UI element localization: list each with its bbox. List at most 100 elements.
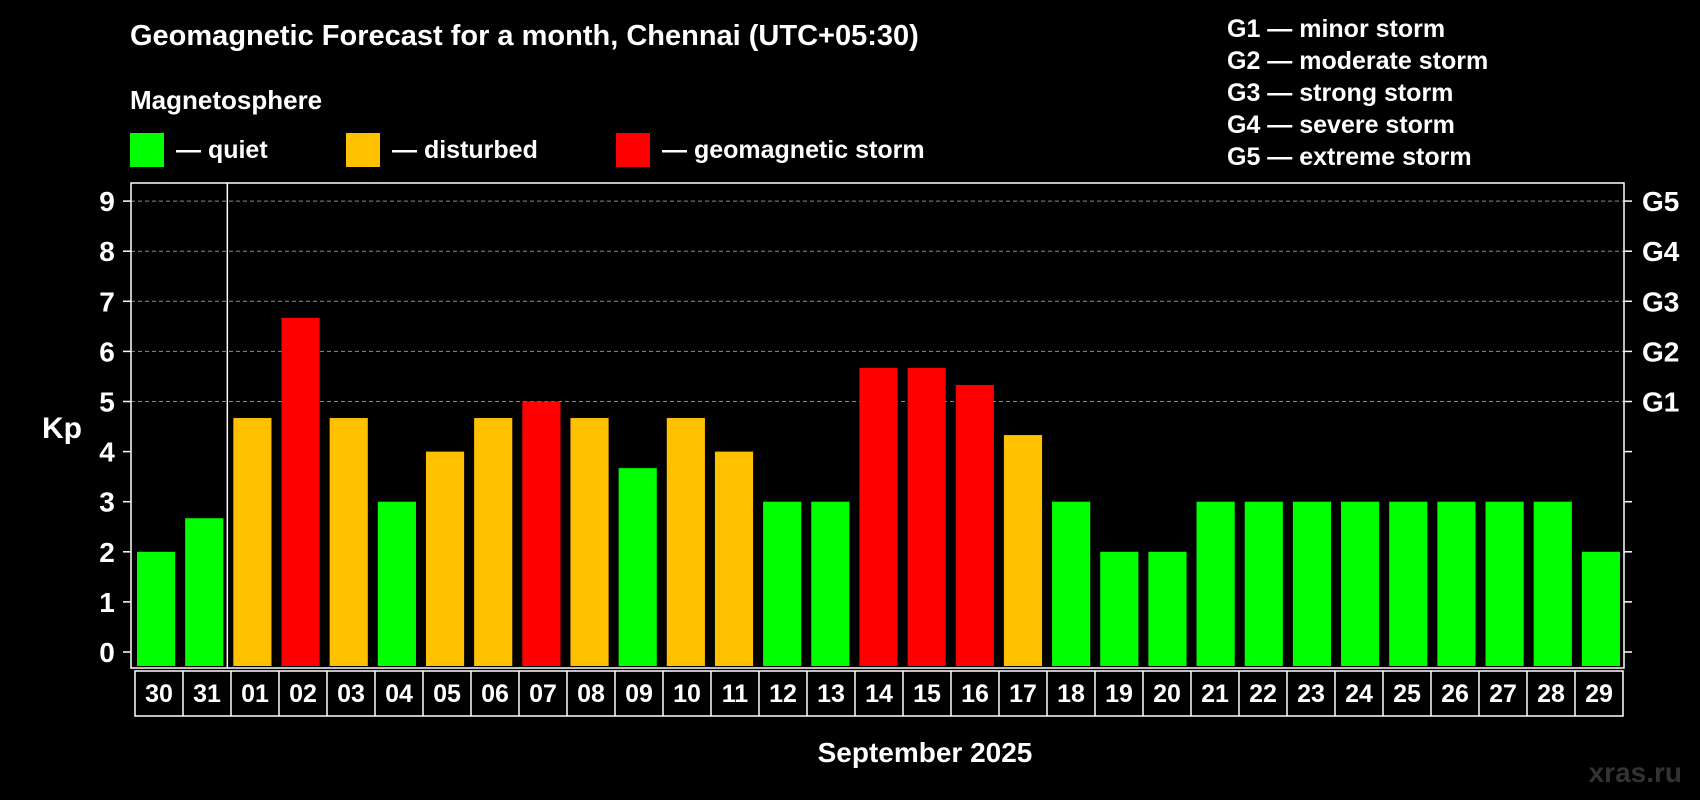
bar-23 [1292, 501, 1332, 666]
x-tick-label-03: 03 [337, 680, 365, 708]
x-tick-label-10: 10 [673, 680, 701, 708]
y-tick-label-7: 7 [99, 286, 115, 317]
x-tick-label-24: 24 [1345, 680, 1373, 708]
legend-swatch-storm [616, 133, 650, 167]
legend-swatch-quiet [130, 133, 164, 167]
legend-label-disturbed: — disturbed [392, 135, 538, 164]
storm-level-g3: G3 — strong storm [1227, 79, 1454, 107]
y-tick-label-5: 5 [99, 387, 115, 418]
y-tick-label-9: 9 [99, 186, 115, 217]
bar-19 [1100, 551, 1139, 666]
x-tick-label-08: 08 [577, 680, 605, 708]
y-tick-label-2: 2 [99, 537, 115, 568]
y-axis-label: Kp [42, 412, 82, 445]
bar-04 [377, 501, 416, 666]
bar-27 [1485, 501, 1524, 666]
x-tick-label-26: 26 [1441, 680, 1469, 708]
x-tick-label-30: 30 [145, 680, 173, 708]
bar-28 [1533, 501, 1572, 666]
bar-20 [1148, 551, 1187, 666]
y-tick-label-8: 8 [99, 236, 115, 267]
y-tick-label-0: 0 [99, 637, 115, 668]
bar-06 [474, 418, 513, 666]
x-tick-label-31: 31 [193, 680, 221, 708]
bar-03 [329, 418, 368, 666]
date-label-frame [134, 670, 1624, 717]
x-tick-label-04: 04 [385, 680, 413, 708]
legend-label-quiet: — quiet [176, 135, 268, 164]
bar-17 [1003, 435, 1043, 666]
x-tick-label-29: 29 [1585, 680, 1613, 708]
bar-07 [522, 401, 561, 666]
bar-26 [1437, 501, 1476, 666]
bar-12 [763, 501, 802, 666]
bar-29 [1581, 551, 1620, 666]
x-tick-label-22: 22 [1249, 680, 1277, 708]
x-tick-label-19: 19 [1105, 680, 1133, 708]
legend-label-storm: — geomagnetic storm [662, 135, 925, 164]
x-tick-label-02: 02 [289, 680, 317, 708]
bar-14 [859, 367, 898, 666]
bar-11 [714, 451, 754, 666]
x-tick-label-07: 07 [529, 680, 557, 708]
bar-10 [666, 418, 705, 666]
x-tick-label-12: 12 [769, 680, 797, 708]
x-tick-label-14: 14 [865, 680, 893, 708]
storm-level-legend: G1 — minor storm G2 — moderate storm G3 … [1227, 13, 1488, 173]
bar-08 [570, 418, 609, 666]
plot-frame [130, 182, 1625, 669]
x-tick-label-06: 06 [481, 680, 509, 708]
x-tick-label-27: 27 [1489, 680, 1517, 708]
right-axis-label-g5: G5 [1642, 186, 1679, 217]
bar-09 [618, 468, 657, 666]
x-tick-label-20: 20 [1153, 680, 1181, 708]
x-tick-label-01: 01 [241, 680, 269, 708]
storm-level-g2: G2 — moderate storm [1227, 47, 1489, 75]
x-tick-label-18: 18 [1057, 680, 1085, 708]
bar-21 [1196, 501, 1235, 666]
legend-swatch-disturbed [346, 133, 380, 167]
right-axis-label-g3: G3 [1642, 286, 1679, 317]
storm-level-g1: G1 — minor storm [1227, 15, 1446, 43]
y-tick-label-4: 4 [99, 437, 115, 468]
bar-25 [1389, 501, 1428, 666]
bar-30 [137, 551, 176, 666]
x-tick-label-13: 13 [817, 680, 845, 708]
bar-01 [233, 418, 272, 666]
magnetosphere-label: Magnetosphere [130, 85, 323, 115]
y-tick-label-1: 1 [99, 587, 115, 618]
bar-05 [425, 451, 465, 666]
chart-title: Geomagnetic Forecast for a month, Chenna… [130, 20, 919, 52]
bar-24 [1341, 501, 1380, 666]
x-tick-label-16: 16 [961, 680, 989, 708]
legend-item-storm: — geomagnetic storm [616, 133, 925, 167]
bar-15 [907, 367, 946, 666]
y-tick-label-6: 6 [99, 336, 115, 367]
x-tick-label-28: 28 [1537, 680, 1565, 708]
x-axis-label: September 2025 [817, 737, 1033, 768]
x-tick-label-23: 23 [1297, 680, 1325, 708]
bar-13 [811, 501, 850, 666]
x-tick-label-05: 05 [433, 680, 461, 708]
x-tick-label-15: 15 [913, 680, 941, 708]
x-tick-label-17: 17 [1009, 680, 1037, 708]
right-axis-label-g2: G2 [1642, 336, 1679, 367]
legend-item-quiet: — quiet [130, 133, 268, 167]
watermark: xras.ru [1588, 757, 1682, 788]
right-axis-label-g1: G1 [1642, 387, 1679, 418]
x-tick-label-11: 11 [722, 680, 749, 708]
right-axis-label-g4: G4 [1642, 236, 1680, 267]
x-tick-label-21: 21 [1201, 680, 1229, 708]
y-tick-label-3: 3 [99, 487, 115, 518]
storm-level-g5: G5 — extreme storm [1227, 143, 1472, 171]
legend-item-disturbed: — disturbed [346, 133, 538, 167]
bar-02 [281, 317, 320, 666]
x-tick-label-09: 09 [625, 680, 653, 708]
storm-level-g4: G4 — severe storm [1227, 111, 1455, 139]
bar-16 [955, 384, 994, 666]
bar-31 [185, 518, 224, 666]
x-tick-label-25: 25 [1393, 680, 1421, 708]
bar-22 [1244, 501, 1283, 666]
bar-18 [1052, 501, 1091, 666]
